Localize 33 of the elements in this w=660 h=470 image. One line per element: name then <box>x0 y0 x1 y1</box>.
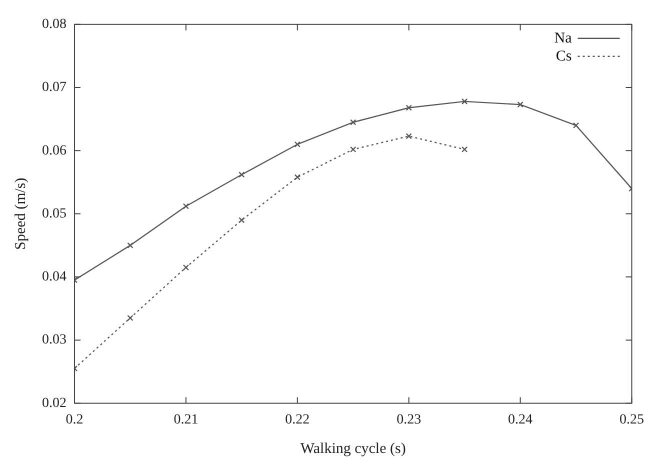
point <box>182 264 190 271</box>
point <box>406 133 412 140</box>
point <box>294 141 300 148</box>
x-tick-label: 0.2 <box>66 412 84 428</box>
x-tick-label: 0.25 <box>620 412 644 428</box>
point <box>350 119 356 126</box>
point <box>462 98 468 104</box>
x-tick-label: 0.21 <box>174 412 198 428</box>
point <box>517 102 524 108</box>
legend-label: Cs <box>556 48 572 64</box>
y-tick-label: 0.06 <box>42 143 66 158</box>
point <box>238 217 245 224</box>
point <box>238 172 245 178</box>
point <box>350 146 356 152</box>
point <box>127 314 134 322</box>
point <box>572 122 580 128</box>
point <box>127 242 134 248</box>
x-tick-label: 0.22 <box>285 412 310 428</box>
y-tick-label: 0.08 <box>42 17 66 32</box>
y-tick-label: 0.04 <box>42 270 66 285</box>
y-tick-label: 0.03 <box>42 332 66 348</box>
point <box>406 104 412 111</box>
y-tick-label: 0.02 <box>42 396 66 411</box>
legend-label: Na <box>554 30 572 46</box>
x-tick-label: 0.23 <box>396 412 422 428</box>
x-axis-title: Walking cycle (s) <box>300 440 406 457</box>
y-tick-label: 0.07 <box>42 80 66 96</box>
y-tick-label: 0.05 <box>42 206 66 222</box>
y-axis-title: Speed (m/s) <box>12 178 29 250</box>
point <box>294 174 300 180</box>
point <box>462 146 468 152</box>
x-tick-label: 0.24 <box>508 412 533 428</box>
point <box>182 203 190 210</box>
